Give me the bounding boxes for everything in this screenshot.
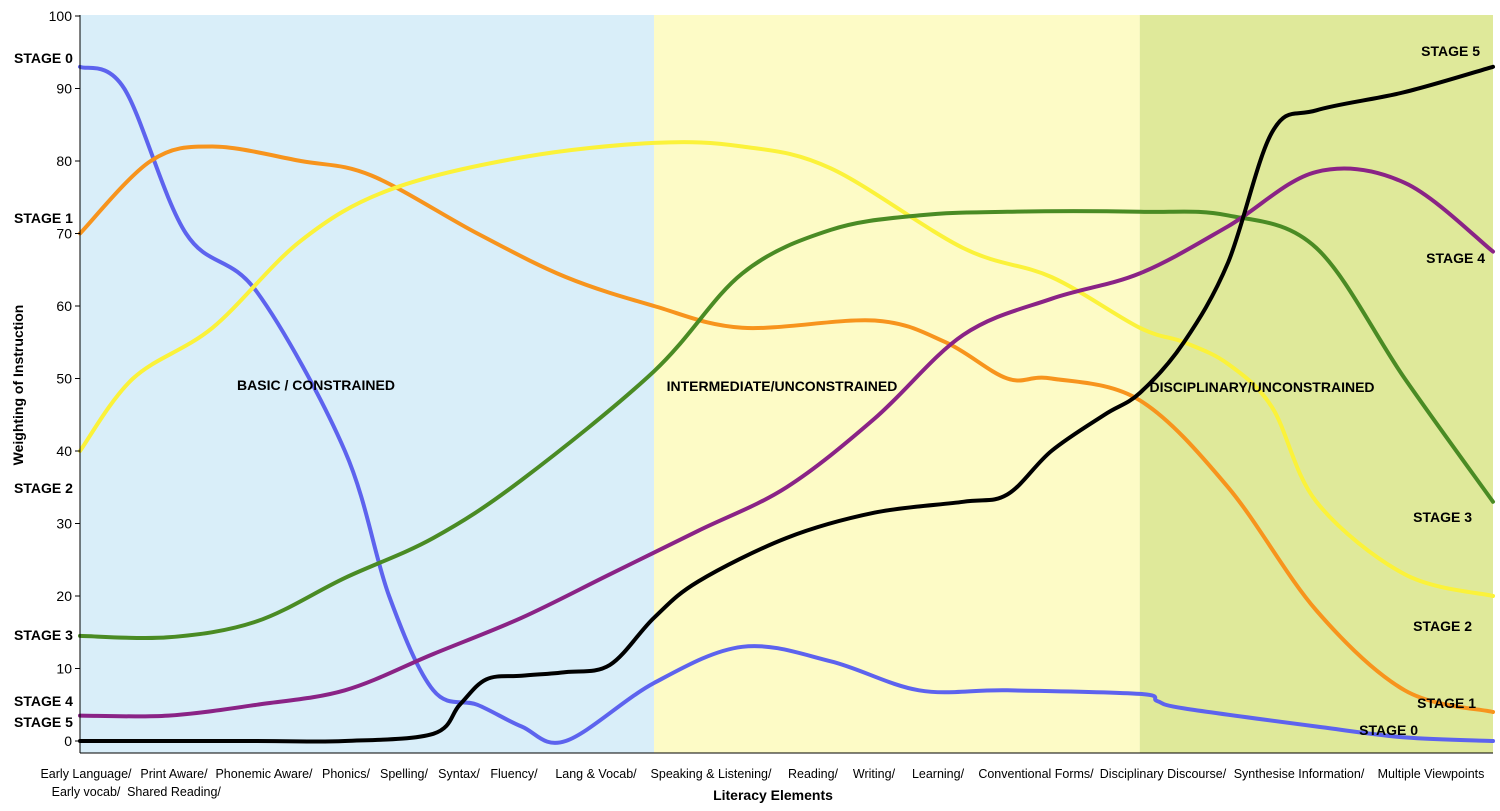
x-category-label: Fluency/	[490, 767, 538, 781]
x-category-label: Writing/	[853, 767, 896, 781]
y-axis-title: Weighting of Instruction	[10, 305, 26, 466]
region-1	[654, 15, 1140, 753]
series-line-stage-1	[78, 144, 1495, 714]
series-line-stage-3	[78, 209, 1495, 641]
region-0	[80, 15, 655, 753]
x-axis-title: Literacy Elements	[713, 787, 833, 803]
x-category-label: Shared Reading/	[127, 785, 221, 799]
region-2	[1139, 15, 1493, 753]
x-category-label: Print Aware/	[140, 767, 208, 781]
background-regions	[80, 15, 1493, 753]
y-tick-label: 0	[64, 733, 72, 749]
axes	[79, 15, 1493, 754]
series-lines	[78, 64, 1495, 745]
series-line-stage-2	[78, 140, 1495, 598]
stage-label-right: STAGE 5	[1421, 43, 1480, 59]
y-tick-label: 30	[56, 516, 72, 532]
stage-label-left: STAGE 4	[14, 693, 73, 709]
y-tick-label: 90	[56, 81, 72, 97]
x-category-label: Reading/	[788, 767, 839, 781]
stage-labels: STAGE 0 STAGE 1 STAGE 2 STAGE 3 STAGE 4 STAGE…	[14, 43, 1485, 738]
y-tick-label: 50	[56, 371, 72, 387]
y-tick-label: 60	[56, 298, 72, 314]
y-tick-labels: 0 10 20 30 40 50 60 70 80 90 100	[49, 8, 80, 749]
region-label: DISCIPLINARY/UNCONSTRAINED	[1149, 379, 1374, 395]
x-category-label: Synthesise Information/	[1234, 767, 1365, 781]
x-category-label: Speaking & Listening/	[651, 767, 772, 781]
series-line-stage-4	[78, 166, 1495, 719]
x-category-label: Early vocab/	[52, 785, 121, 799]
stage-label-right: STAGE 3	[1413, 509, 1472, 525]
region-label: INTERMEDIATE/UNCONSTRAINED	[667, 378, 898, 394]
stage-label-left: STAGE 2	[14, 480, 73, 496]
x-category-label: Multiple Viewpoints	[1378, 767, 1485, 781]
y-tick-label: 100	[49, 8, 73, 24]
x-category-label: Syntax/	[438, 767, 480, 781]
stage-label-right: STAGE 2	[1413, 618, 1472, 634]
x-category-label: Phonics/	[322, 767, 370, 781]
y-tick-label: 10	[56, 661, 72, 677]
x-category-label: Learning/	[912, 767, 965, 781]
stage-label-right: STAGE 1	[1417, 695, 1476, 711]
stage-label-right: STAGE 4	[1426, 250, 1485, 266]
x-category-label: Phonemic Aware/	[215, 767, 313, 781]
region-labels: BASIC / CONSTRAINED INTERMEDIATE/UNCONSTR…	[237, 377, 1374, 395]
y-tick-label: 40	[56, 443, 72, 459]
x-category-label: Conventional Forms/	[978, 767, 1094, 781]
region-label: BASIC / CONSTRAINED	[237, 377, 395, 393]
stage-label-left: STAGE 0	[14, 50, 73, 66]
x-category-label: Early Language/	[40, 767, 132, 781]
series-line-stage-5	[78, 64, 1495, 744]
x-category-label: Lang & Vocab/	[555, 767, 637, 781]
y-tick-label: 20	[56, 588, 72, 604]
series-line-stage-0	[78, 64, 1495, 745]
stage-label-left: STAGE 3	[14, 627, 73, 643]
stage-label-left: STAGE 5	[14, 714, 73, 730]
stage-label-right: STAGE 0	[1359, 722, 1418, 738]
stage-label-left: STAGE 1	[14, 210, 73, 226]
y-tick-label: 70	[56, 226, 72, 242]
x-category-labels: Early Language/Early vocab/Print Aware/S…	[40, 767, 1484, 799]
x-category-label: Spelling/	[380, 767, 428, 781]
x-category-label: Disciplinary Discourse/	[1100, 767, 1227, 781]
y-tick-label: 80	[56, 153, 72, 169]
